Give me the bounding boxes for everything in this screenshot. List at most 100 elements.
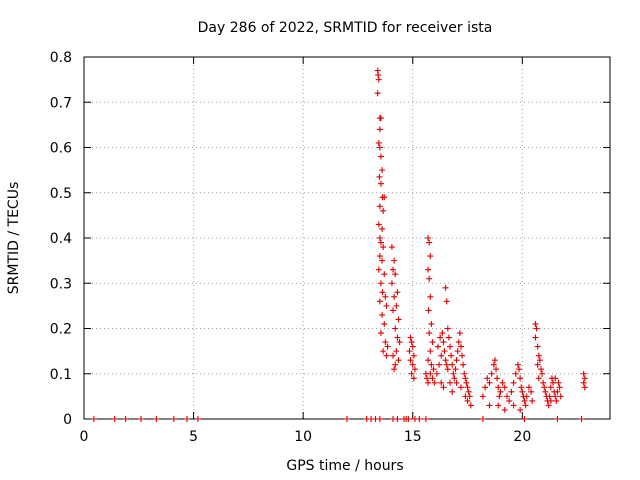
- data-point: [393, 348, 400, 355]
- data-point: [390, 352, 397, 359]
- data-point: [376, 298, 383, 305]
- data-point: [447, 343, 454, 350]
- data-point: [523, 393, 530, 400]
- data-point: [452, 366, 459, 373]
- data-point: [495, 402, 502, 409]
- data-point: [508, 388, 515, 395]
- data-point: [550, 379, 557, 386]
- data-point: [496, 393, 503, 400]
- data-point: [552, 375, 559, 382]
- data-point: [427, 293, 434, 300]
- y-tick-label: 0.2: [50, 322, 72, 338]
- data-point: [532, 320, 539, 327]
- chart-title: Day 286 of 2022, SRMTID for receiver ist…: [198, 20, 493, 36]
- data-point: [376, 253, 383, 260]
- data-point: [443, 361, 450, 368]
- data-point: [533, 325, 540, 332]
- data-point: [537, 366, 544, 373]
- data-point: [381, 271, 388, 278]
- data-point: [426, 275, 433, 282]
- data-point: [383, 352, 390, 359]
- data-point: [539, 370, 546, 377]
- data-point: [122, 416, 129, 422]
- data-point: [377, 180, 384, 187]
- data-point: [391, 366, 398, 373]
- data-point: [447, 379, 454, 386]
- data-point: [553, 397, 560, 404]
- data-point: [377, 239, 384, 246]
- data-point: [440, 339, 447, 346]
- data-point: [512, 370, 519, 377]
- data-point: [456, 330, 463, 337]
- data-point: [394, 334, 401, 341]
- data-point: [388, 280, 395, 287]
- y-axis-label: SRMTID / TECUs: [6, 182, 22, 295]
- data-point: [439, 330, 446, 337]
- data-point: [382, 339, 389, 346]
- axis-ticks: 0 0.1 0.2 0.3 0.4 0.5 0.6 0.7 0.8 0 5 10 15 20: [50, 50, 610, 445]
- data-point: [427, 348, 434, 355]
- data-point: [491, 357, 498, 364]
- data-point: [441, 348, 448, 355]
- data-point: [499, 379, 506, 386]
- data-point: [407, 357, 414, 364]
- data-point: [444, 366, 451, 373]
- data-point: [534, 343, 541, 350]
- data-point: [427, 370, 434, 377]
- data-point: [428, 320, 435, 327]
- data-point: [445, 334, 452, 341]
- data-point: [495, 384, 502, 391]
- data-point: [545, 402, 552, 409]
- data-point: [407, 334, 414, 341]
- data-point: [376, 235, 383, 241]
- data-point: [194, 416, 201, 422]
- y-tick-label: 0.3: [50, 276, 72, 292]
- data-point: [534, 361, 541, 368]
- x-tick-label: 10: [294, 429, 312, 445]
- data-point: [580, 370, 587, 377]
- data-point: [376, 126, 383, 133]
- data-point: [459, 352, 466, 359]
- data-point: [428, 361, 435, 368]
- data-point: [461, 370, 468, 377]
- data-point: [493, 366, 500, 373]
- data-point: [536, 357, 543, 364]
- data-point: [547, 384, 554, 391]
- data-point: [390, 266, 397, 273]
- data-point: [581, 375, 588, 382]
- data-point: [455, 339, 462, 346]
- x-tick-label: 20: [513, 429, 531, 445]
- data-points: [90, 67, 588, 422]
- data-point: [479, 416, 486, 422]
- data-point: [460, 361, 467, 368]
- data-point: [425, 307, 432, 314]
- data-point: [408, 370, 415, 377]
- data-point: [411, 366, 418, 373]
- data-point: [462, 393, 469, 400]
- data-point: [484, 375, 491, 382]
- data-point: [375, 72, 382, 79]
- x-tick-label: 15: [404, 429, 422, 445]
- data-point: [448, 352, 455, 359]
- data-point: [377, 280, 384, 287]
- data-point: [423, 375, 430, 382]
- data-point: [395, 316, 402, 323]
- data-point: [376, 144, 383, 151]
- data-point: [384, 343, 391, 350]
- data-point: [464, 384, 471, 391]
- data-point: [535, 375, 542, 382]
- data-point: [426, 330, 433, 337]
- data-point: [137, 416, 144, 422]
- data-point: [376, 173, 383, 180]
- data-point: [409, 343, 416, 350]
- data-point: [379, 257, 386, 264]
- data-point: [453, 379, 460, 386]
- data-point: [381, 194, 388, 201]
- data-point: [396, 339, 403, 346]
- data-point: [394, 416, 401, 422]
- data-point: [486, 402, 493, 409]
- data-point: [380, 348, 387, 355]
- data-point: [510, 402, 517, 409]
- data-point: [517, 406, 524, 413]
- data-point: [449, 361, 456, 368]
